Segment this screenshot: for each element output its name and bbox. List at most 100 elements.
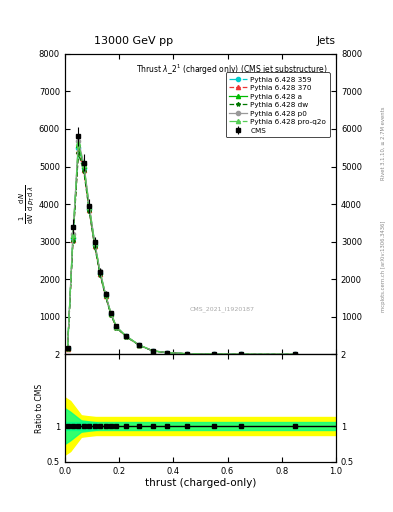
- Pythia 6.428 370: [239, 351, 243, 357]
- Pythia 6.428 370: [87, 207, 92, 214]
- Pythia 6.428 370: [98, 271, 103, 277]
- Pythia 6.428 359: [114, 324, 119, 330]
- Pythia 6.428 p0: [71, 231, 75, 237]
- Pythia 6.428 pro-q2o: [123, 333, 128, 339]
- Pythia 6.428 pro-q2o: [76, 140, 81, 146]
- Pythia 6.428 359: [108, 311, 113, 317]
- Pythia 6.428 a: [185, 351, 189, 357]
- Pythia 6.428 pro-q2o: [108, 310, 113, 316]
- Pythia 6.428 370: [65, 346, 70, 352]
- Pythia 6.428 dw: [76, 151, 81, 157]
- Pythia 6.428 p0: [108, 310, 113, 316]
- Text: mcplots.cern.ch [arXiv:1306.3436]: mcplots.cern.ch [arXiv:1306.3436]: [381, 221, 386, 312]
- Pythia 6.428 pro-q2o: [164, 350, 169, 356]
- Y-axis label: Ratio to CMS: Ratio to CMS: [35, 383, 44, 433]
- Pythia 6.428 359: [98, 270, 103, 276]
- Pythia 6.428 dw: [98, 271, 103, 278]
- Text: Thrust $\lambda\_2^1$ (charged only) (CMS jet substructure): Thrust $\lambda\_2^1$ (charged only) (CM…: [136, 63, 328, 77]
- Pythia 6.428 pro-q2o: [185, 351, 189, 357]
- Pythia 6.428 dw: [92, 244, 97, 250]
- Pythia 6.428 a: [151, 348, 155, 354]
- Line: Pythia 6.428 a: Pythia 6.428 a: [66, 143, 298, 356]
- Pythia 6.428 p0: [103, 291, 108, 297]
- Pythia 6.428 370: [164, 350, 169, 356]
- Pythia 6.428 370: [211, 351, 216, 357]
- Pythia 6.428 a: [65, 345, 70, 351]
- Pythia 6.428 p0: [185, 351, 189, 357]
- Pythia 6.428 a: [81, 163, 86, 169]
- Pythia 6.428 dw: [137, 343, 142, 349]
- Pythia 6.428 359: [239, 351, 243, 357]
- Pythia 6.428 359: [211, 351, 216, 357]
- Pythia 6.428 359: [71, 235, 75, 241]
- Pythia 6.428 p0: [98, 268, 103, 274]
- Pythia 6.428 dw: [71, 238, 75, 244]
- Pythia 6.428 359: [151, 348, 155, 354]
- Pythia 6.428 dw: [151, 348, 155, 354]
- Pythia 6.428 pro-q2o: [92, 240, 97, 246]
- Pythia 6.428 a: [87, 204, 92, 210]
- Pythia 6.428 pro-q2o: [293, 351, 298, 357]
- Pythia 6.428 pro-q2o: [151, 348, 155, 354]
- Pythia 6.428 dw: [164, 350, 169, 356]
- Pythia 6.428 pro-q2o: [81, 162, 86, 168]
- Pythia 6.428 359: [293, 351, 298, 357]
- Y-axis label: $\frac{1}{\mathrm{d}N}\ \frac{\mathrm{d}N}{\mathrm{d}\,p_T\,\mathrm{d}\,\lambda}: $\frac{1}{\mathrm{d}N}\ \frac{\mathrm{d}…: [18, 184, 37, 224]
- Pythia 6.428 370: [123, 333, 128, 339]
- Pythia 6.428 370: [81, 167, 86, 174]
- Line: Pythia 6.428 pro-q2o: Pythia 6.428 pro-q2o: [66, 141, 298, 356]
- Pythia 6.428 a: [114, 324, 119, 330]
- Pythia 6.428 dw: [81, 168, 86, 175]
- Pythia 6.428 pro-q2o: [103, 291, 108, 297]
- Pythia 6.428 359: [185, 351, 189, 357]
- Pythia 6.428 p0: [239, 351, 243, 357]
- Pythia 6.428 a: [293, 351, 298, 357]
- Pythia 6.428 359: [123, 333, 128, 339]
- Pythia 6.428 p0: [164, 350, 169, 356]
- Pythia 6.428 370: [76, 147, 81, 154]
- Pythia 6.428 359: [92, 242, 97, 248]
- Pythia 6.428 370: [103, 293, 108, 299]
- Pythia 6.428 dw: [123, 333, 128, 339]
- Pythia 6.428 a: [239, 351, 243, 357]
- Pythia 6.428 370: [108, 311, 113, 317]
- Pythia 6.428 a: [123, 333, 128, 339]
- Pythia 6.428 p0: [137, 342, 142, 348]
- Pythia 6.428 pro-q2o: [87, 204, 92, 210]
- Pythia 6.428 a: [98, 269, 103, 275]
- Pythia 6.428 p0: [92, 239, 97, 245]
- Pythia 6.428 dw: [87, 208, 92, 215]
- Pythia 6.428 a: [71, 233, 75, 239]
- Pythia 6.428 p0: [76, 138, 81, 144]
- Pythia 6.428 a: [164, 350, 169, 356]
- Pythia 6.428 359: [76, 145, 81, 151]
- Pythia 6.428 370: [92, 243, 97, 249]
- Pythia 6.428 370: [71, 237, 75, 243]
- Pythia 6.428 a: [76, 142, 81, 148]
- Text: 13000 GeV pp: 13000 GeV pp: [94, 36, 173, 46]
- Line: Pythia 6.428 p0: Pythia 6.428 p0: [66, 139, 298, 356]
- Pythia 6.428 dw: [239, 351, 243, 357]
- Pythia 6.428 a: [211, 351, 216, 357]
- Text: Jets: Jets: [317, 36, 336, 46]
- Text: Rivet 3.1.10, ≥ 2.7M events: Rivet 3.1.10, ≥ 2.7M events: [381, 106, 386, 180]
- Pythia 6.428 dw: [114, 325, 119, 331]
- Pythia 6.428 359: [103, 292, 108, 298]
- Pythia 6.428 pro-q2o: [65, 345, 70, 351]
- Pythia 6.428 359: [164, 350, 169, 356]
- Pythia 6.428 pro-q2o: [239, 351, 243, 357]
- Pythia 6.428 p0: [211, 351, 216, 357]
- Pythia 6.428 370: [151, 348, 155, 354]
- Pythia 6.428 p0: [151, 348, 155, 354]
- Pythia 6.428 359: [87, 206, 92, 212]
- Legend: Pythia 6.428 359, Pythia 6.428 370, Pythia 6.428 a, Pythia 6.428 dw, Pythia 6.42: Pythia 6.428 359, Pythia 6.428 370, Pyth…: [226, 72, 330, 137]
- Pythia 6.428 370: [293, 351, 298, 357]
- Pythia 6.428 dw: [211, 351, 216, 357]
- Pythia 6.428 pro-q2o: [114, 324, 119, 330]
- Pythia 6.428 p0: [114, 324, 119, 330]
- Pythia 6.428 a: [92, 240, 97, 246]
- Pythia 6.428 dw: [65, 346, 70, 352]
- Pythia 6.428 a: [137, 342, 142, 348]
- Pythia 6.428 359: [137, 342, 142, 348]
- Line: Pythia 6.428 dw: Pythia 6.428 dw: [66, 151, 298, 356]
